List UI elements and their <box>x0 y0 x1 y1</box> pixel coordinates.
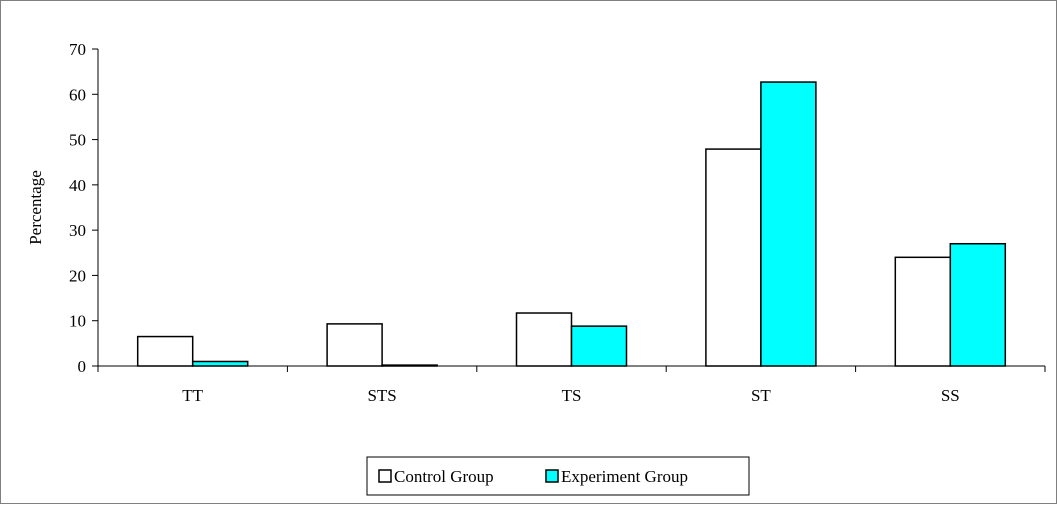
legend-label: Experiment Group <box>561 467 688 486</box>
y-tick-label: 70 <box>69 40 86 59</box>
bar-control-group <box>705 148 762 367</box>
bar-experiment-group <box>570 325 628 367</box>
bar-control-group <box>136 335 194 367</box>
bar-control-group <box>326 323 383 367</box>
y-tick-label: 20 <box>69 266 86 285</box>
x-tick-label: ST <box>751 386 771 405</box>
bar-experiment-group <box>949 242 1007 367</box>
y-tick-label: 40 <box>69 176 86 195</box>
x-tick-label: TS <box>562 386 582 405</box>
y-tick-label: 30 <box>69 221 86 240</box>
y-axis-title: Percentage <box>26 170 45 245</box>
x-tick-label: STS <box>367 386 396 405</box>
bar-experiment-group <box>191 360 249 367</box>
bar-control-group <box>894 256 952 367</box>
x-tick-label: SS <box>941 386 960 405</box>
bar-experiment-group <box>760 81 817 367</box>
legend-label: Control Group <box>394 467 494 486</box>
legend: Control Group Experiment Group <box>366 456 750 496</box>
y-tick-label: 10 <box>69 312 86 331</box>
y-axis-ticks: 0 10 20 30 40 50 60 70 <box>69 40 98 376</box>
bar-control-group <box>515 312 573 367</box>
legend-swatch <box>378 469 392 483</box>
x-tick-label: TT <box>182 386 203 405</box>
bars <box>136 81 1007 367</box>
legend-swatch <box>545 469 559 483</box>
y-tick-label: 50 <box>69 131 86 150</box>
y-tick-label: 0 <box>78 357 87 376</box>
x-axis-ticks: TT STS TS ST SS <box>97 366 1046 405</box>
y-tick-label: 60 <box>69 85 86 104</box>
